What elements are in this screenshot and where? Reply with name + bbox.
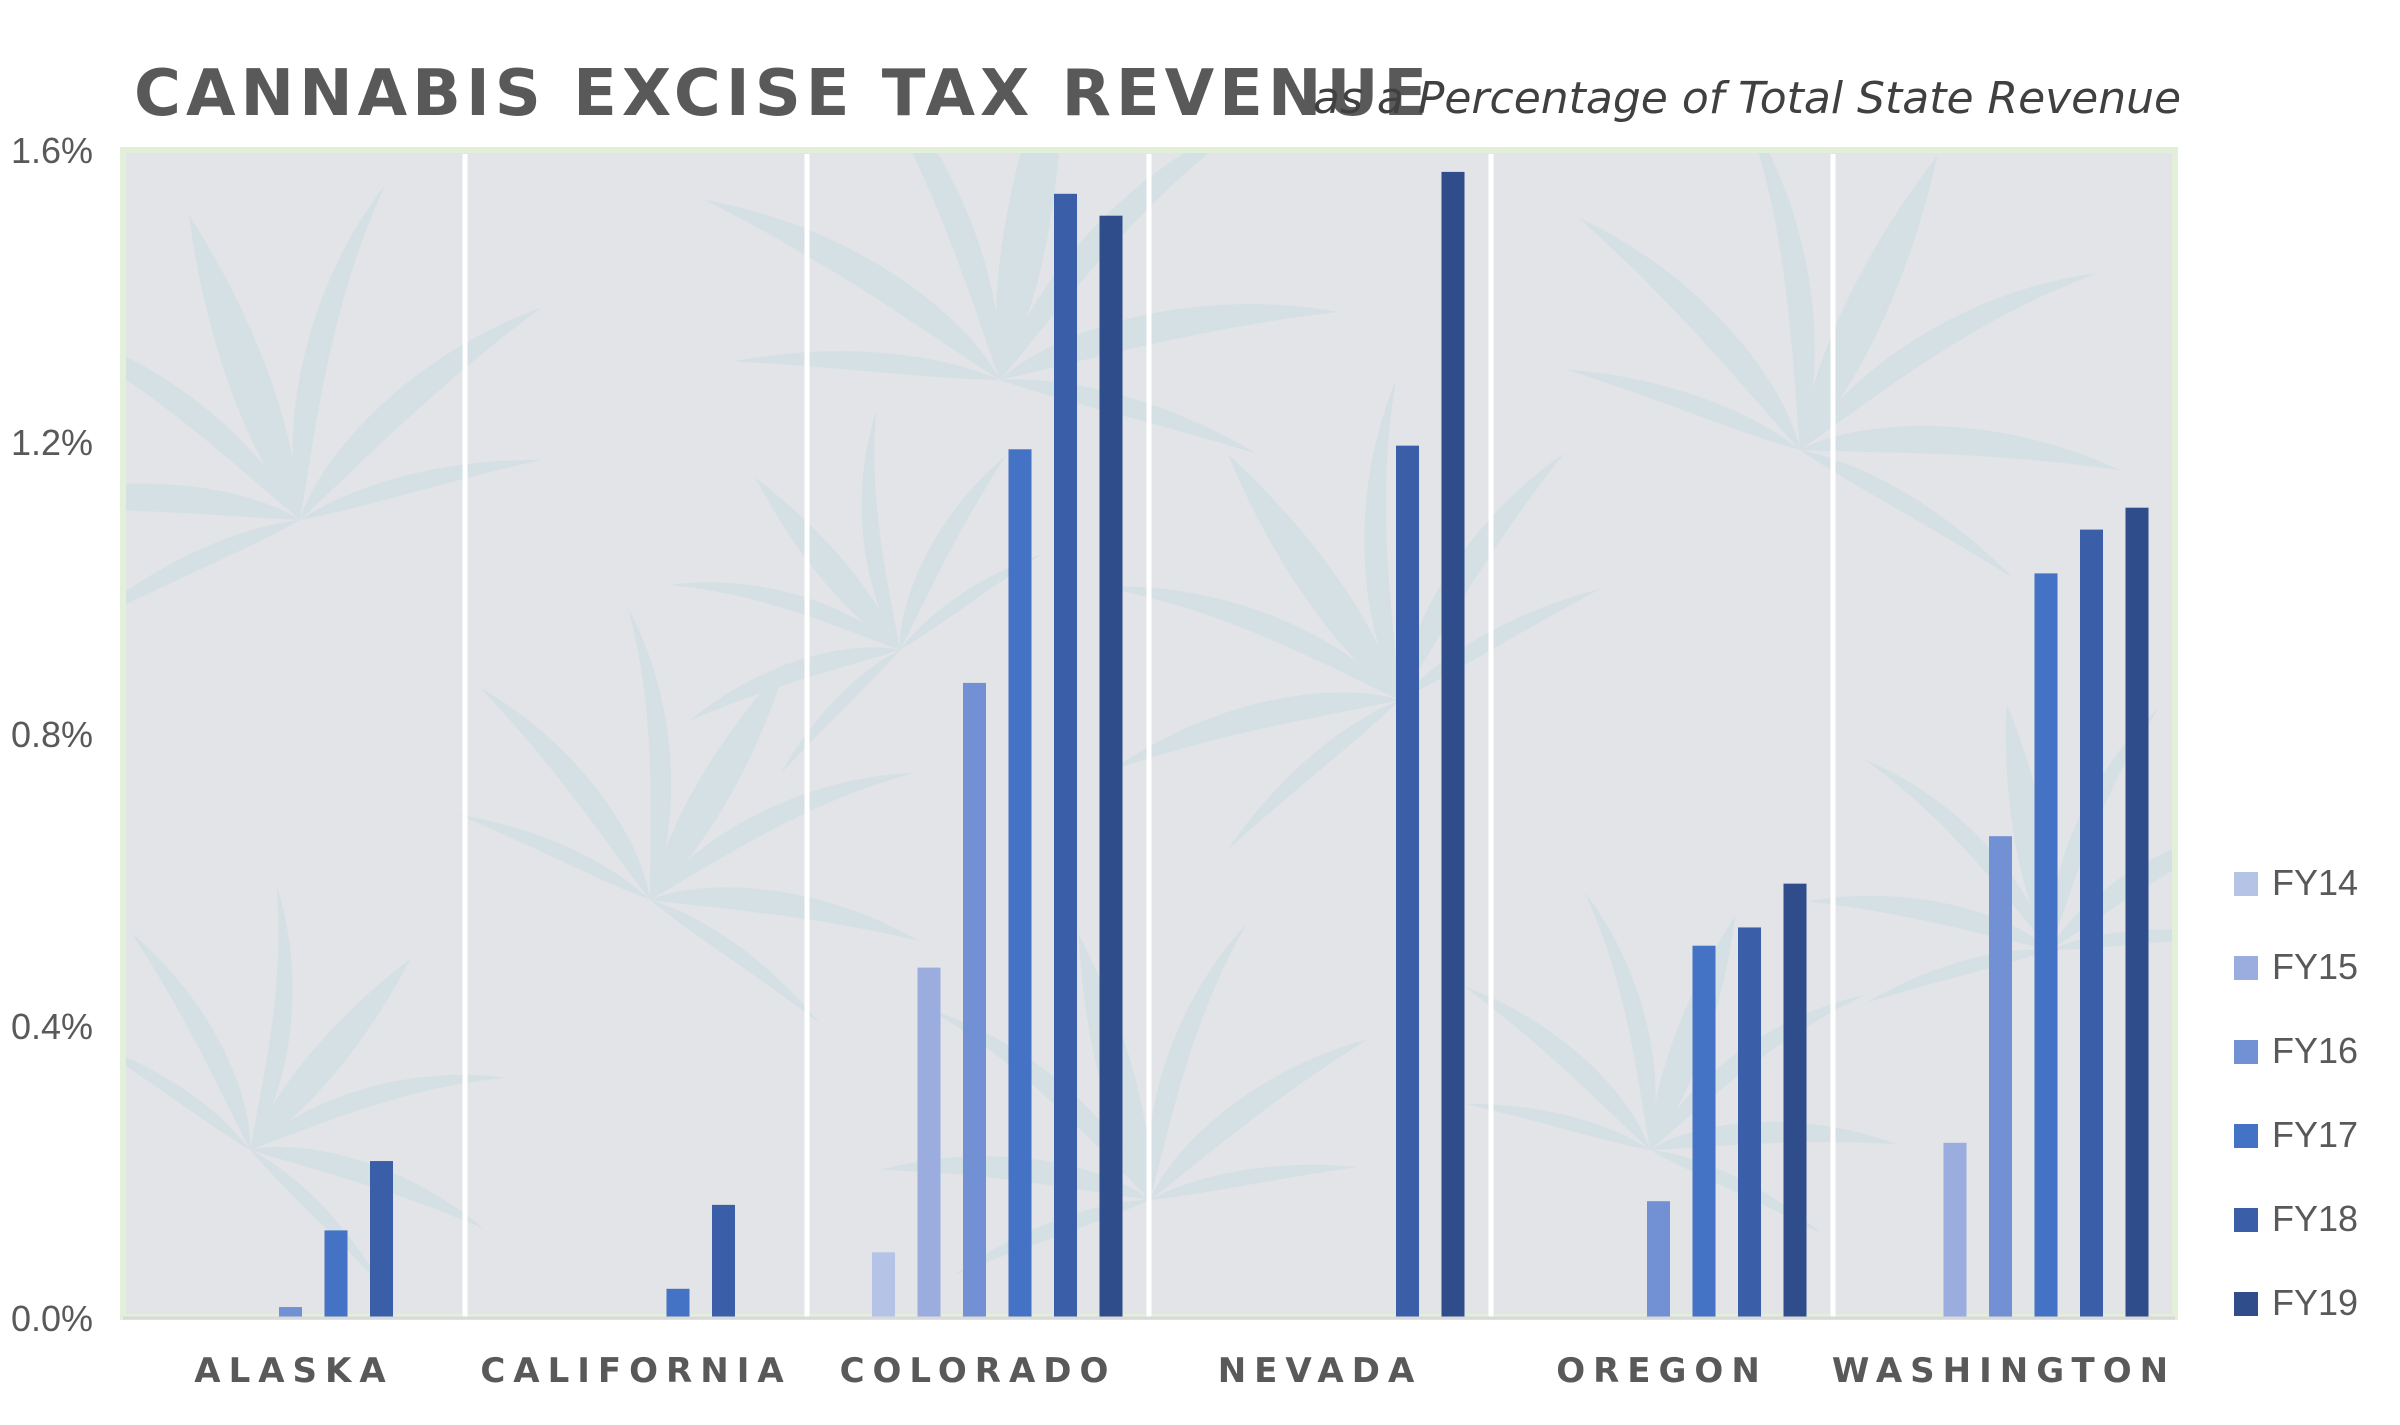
chart-subtitle: as a Percentage of Total State Revenue xyxy=(1313,73,2181,124)
legend-swatch xyxy=(2234,956,2258,980)
y-tick-label: 0.8% xyxy=(11,714,93,755)
bar-colorado-fy17 xyxy=(1008,449,1032,1318)
category-label: CALIFORNIA xyxy=(480,1351,791,1391)
bar-nevada-fy19 xyxy=(1441,171,1465,1318)
bar-colorado-fy18 xyxy=(1054,193,1077,1318)
bar-colorado-fy16 xyxy=(963,682,986,1318)
bar-washington-fy17 xyxy=(2034,573,2058,1318)
y-tick-label: 1.2% xyxy=(11,422,93,463)
category-label: ALASKA xyxy=(194,1351,393,1391)
bar-oregon-fy19 xyxy=(1783,883,1807,1318)
bar-colorado-fy15 xyxy=(917,967,941,1318)
category-separators xyxy=(462,154,1836,1318)
legend-label: FY14 xyxy=(2272,862,2358,903)
bar-colorado-fy19 xyxy=(1099,215,1123,1319)
y-tick-label: 0.0% xyxy=(11,1298,93,1339)
legend-label: FY17 xyxy=(2272,1114,2358,1155)
bar-oregon-fy17 xyxy=(1692,945,1716,1318)
bar-california-fy17 xyxy=(666,1288,690,1318)
bar-oregon-fy16 xyxy=(1647,1201,1670,1318)
legend-label: FY18 xyxy=(2272,1198,2358,1239)
legend-swatch xyxy=(2234,872,2258,896)
bar-alaska-fy17 xyxy=(324,1230,348,1318)
bar-alaska-fy18 xyxy=(370,1161,393,1318)
bar-colorado-fy14 xyxy=(872,1252,895,1318)
y-axis: 0.0% 0.4% 0.8% 1.2% 1.6% xyxy=(11,130,93,1339)
legend-label: FY19 xyxy=(2272,1282,2358,1323)
legend: FY14 FY15 FY16 FY17 FY18 FY19 xyxy=(2234,862,2358,1323)
category-label: COLORADO xyxy=(840,1351,1117,1391)
bar-nevada-fy18 xyxy=(1396,445,1419,1318)
category-label: OREGON xyxy=(1556,1351,1768,1391)
legend-swatch xyxy=(2234,1124,2258,1148)
y-tick-label: 1.6% xyxy=(11,130,93,171)
legend-label: FY16 xyxy=(2272,1030,2358,1071)
x-axis: ALASKA CALIFORNIA COLORADO NEVADA OREGON WASH… xyxy=(194,1351,2176,1391)
bar-washington-fy15 xyxy=(1943,1142,1967,1318)
legend-swatch xyxy=(2234,1040,2258,1064)
bar-washington-fy18 xyxy=(2080,529,2103,1318)
bar-oregon-fy18 xyxy=(1738,927,1761,1318)
y-tick-label: 0.4% xyxy=(11,1006,93,1047)
bar-alaska-fy16 xyxy=(279,1307,302,1318)
bar-washington-fy19 xyxy=(2125,507,2149,1318)
chart-title: CANNABIS EXCISE TAX REVENUE xyxy=(134,57,1432,131)
legend-label: FY15 xyxy=(2272,946,2358,987)
bar-california-fy18 xyxy=(712,1204,735,1318)
bar-washington-fy16 xyxy=(1989,836,2012,1318)
legend-swatch xyxy=(2234,1208,2258,1232)
category-label: NEVADA xyxy=(1218,1351,1423,1391)
legend-swatch xyxy=(2234,1292,2258,1316)
category-label: WASHINGTON xyxy=(1832,1351,2176,1391)
bars xyxy=(279,171,2149,1319)
